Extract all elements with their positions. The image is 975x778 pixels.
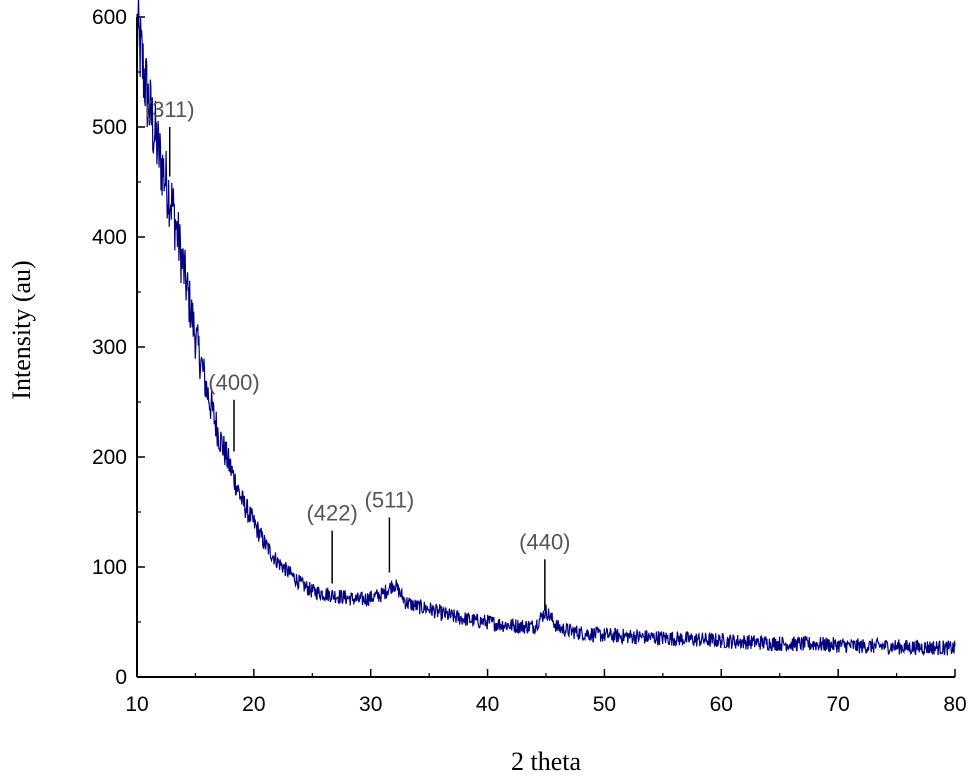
peak-label: (311): [145, 97, 195, 122]
y-axis-title-group: Intensity (au): [7, 260, 36, 399]
data-layer: [136, 0, 956, 657]
y-tick-label: 400: [92, 226, 127, 249]
peak-label: (400): [208, 370, 259, 395]
x-tick-label: 80: [943, 693, 966, 716]
peak-label: (422): [306, 501, 357, 526]
peak-label: (440): [519, 529, 570, 554]
annotation-layer: (311) (400) (422) (511) (440): [145, 97, 571, 611]
x-tick-label: 70: [826, 693, 849, 716]
x-tick-label: 60: [710, 693, 733, 716]
y-tick-label: 0: [115, 666, 127, 689]
tick-layer: 10 20 30 40 50 60 70 80 0 100 200 300 400 500 600: [92, 6, 967, 716]
y-tick-label: 100: [92, 556, 127, 579]
y-tick-label: 200: [92, 446, 127, 469]
y-axis-title: Intensity (au): [7, 260, 36, 399]
y-tick-label: 300: [92, 336, 127, 359]
x-tick-label: 40: [476, 693, 499, 716]
x-axis-title: 2 theta: [511, 747, 581, 776]
series-line: [136, 0, 956, 657]
y-tick-label: 500: [92, 116, 127, 139]
x-tick-label: 30: [359, 693, 382, 716]
y-tick-label: 600: [92, 6, 127, 29]
x-tick-label: 10: [125, 693, 148, 716]
x-tick-label: 20: [242, 693, 265, 716]
x-tick-label: 50: [593, 693, 616, 716]
peak-label: (511): [365, 488, 415, 513]
